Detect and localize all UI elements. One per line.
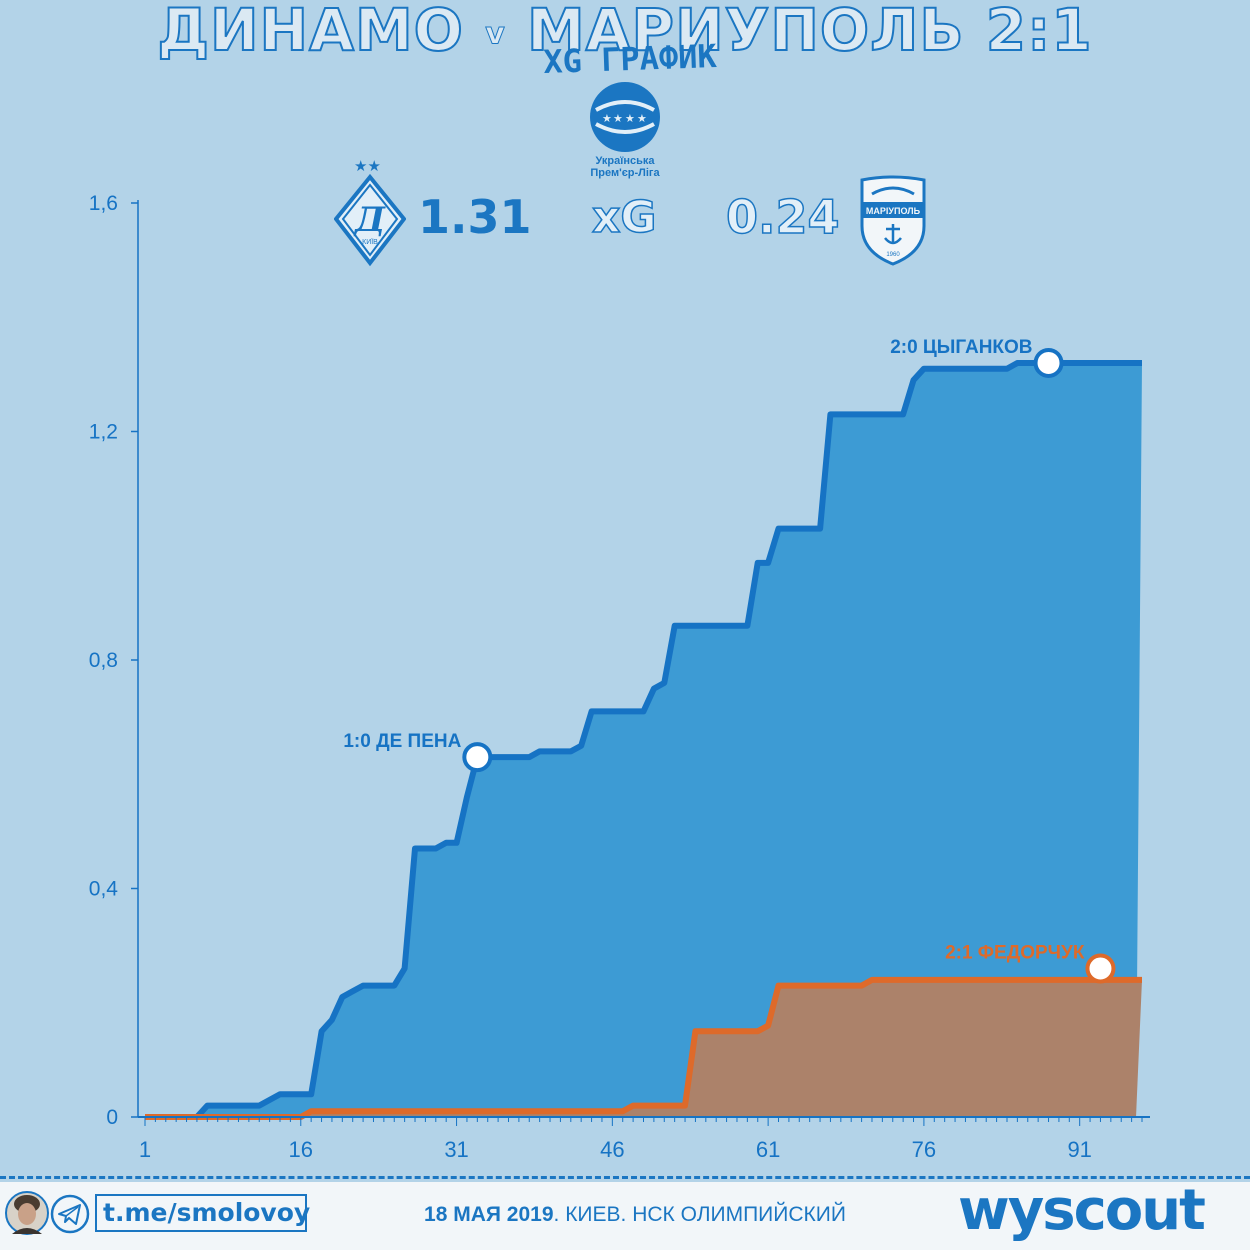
y-tick-label: 1,6 — [89, 192, 118, 215]
match-date: 18 МАЯ 2019 — [424, 1203, 554, 1226]
wyscout-logo: wyscout — [958, 1178, 1206, 1243]
telegram-icon — [50, 1194, 90, 1234]
svg-text:★: ★ — [637, 112, 647, 125]
home-xg-value: 1.31 — [418, 190, 532, 244]
x-tick-label: 46 — [600, 1137, 624, 1162]
svg-text:★: ★ — [613, 112, 623, 125]
y-axis-ticks: 0 0,4 0,8 1,2 1,6 — [89, 192, 138, 1129]
away-badge-year: 1960 — [886, 252, 900, 258]
x-tick-label: 31 — [444, 1137, 468, 1162]
x-tick-label: 76 — [912, 1137, 936, 1162]
x-axis-ticks: 1 16 31 46 61 76 91 — [139, 1117, 1143, 1162]
x-tick-label: 91 — [1067, 1137, 1091, 1162]
away-xg-line — [145, 976, 1142, 1120]
away-xg-value: 0.24 — [725, 189, 840, 245]
svg-text:★: ★ — [625, 112, 635, 125]
y-tick-label: 1,2 — [89, 421, 118, 444]
home-badge-text: КИЇВ — [362, 238, 378, 246]
league-name-line1: Українська — [595, 155, 655, 167]
home-team-badge-icon: ★★ Д КИЇВ — [334, 157, 406, 267]
goal-annotations: 1:0 ДЕ ПЕНА 2:0 ЦЫГАНКОВ 2:1 ФЕДОРЧУК — [343, 337, 1116, 984]
svg-text:★★: ★★ — [354, 157, 381, 175]
x-tick-label: 61 — [756, 1137, 780, 1162]
title-home-team: ДИНАМО — [156, 0, 464, 65]
match-title: ДИНАМО v МАРИУПОЛЬ 2:1 — [0, 0, 1250, 65]
x-tick-label: 1 — [139, 1137, 151, 1162]
goal-marker — [462, 742, 493, 773]
x-tick-label: 16 — [289, 1137, 313, 1162]
home-xg-area — [145, 363, 1142, 1117]
match-venue: . КИЕВ. НСК ОЛИМПИЙСКИЙ — [553, 1203, 846, 1226]
svg-text:Д: Д — [353, 200, 386, 240]
goal-marker — [1085, 953, 1116, 984]
match-info: 18 МАЯ 2019. КИЕВ. НСК ОЛИМПИЙСКИЙ — [380, 1203, 890, 1227]
author-avatar — [5, 1191, 49, 1235]
goal-label: 1:0 ДЕ ПЕНА — [343, 731, 461, 752]
away-badge-text: МАРІУПОЛЬ — [866, 206, 921, 216]
xg-label: xG — [591, 191, 657, 244]
league-name-line2: Прем'єр-Ліга — [590, 167, 660, 179]
away-xg-area — [145, 979, 1142, 1117]
goal-label: 2:1 ФЕДОРЧУК — [945, 942, 1085, 963]
telegram-handle-link[interactable]: t.me/smolovoy — [95, 1194, 310, 1232]
league-name: Українська Прем'єр-Ліга — [570, 155, 680, 179]
title-versus: v — [485, 16, 506, 52]
y-tick-label: 0,8 — [89, 649, 118, 672]
home-xg-line — [145, 360, 1142, 1120]
svg-text:★: ★ — [602, 112, 612, 125]
y-tick-label: 0,4 — [89, 878, 119, 901]
away-team-badge-icon: МАРІУПОЛЬ 1960 — [860, 175, 926, 266]
goal-label: 2:0 ЦЫГАНКОВ — [890, 337, 1032, 358]
goal-marker — [1033, 347, 1064, 378]
y-tick-label: 0 — [106, 1106, 118, 1129]
title-away-team-score: МАРИУПОЛЬ 2:1 — [526, 0, 1093, 65]
league-logo-icon: ★ ★ ★ ★ — [590, 82, 660, 152]
footer-divider — [0, 1176, 1250, 1179]
